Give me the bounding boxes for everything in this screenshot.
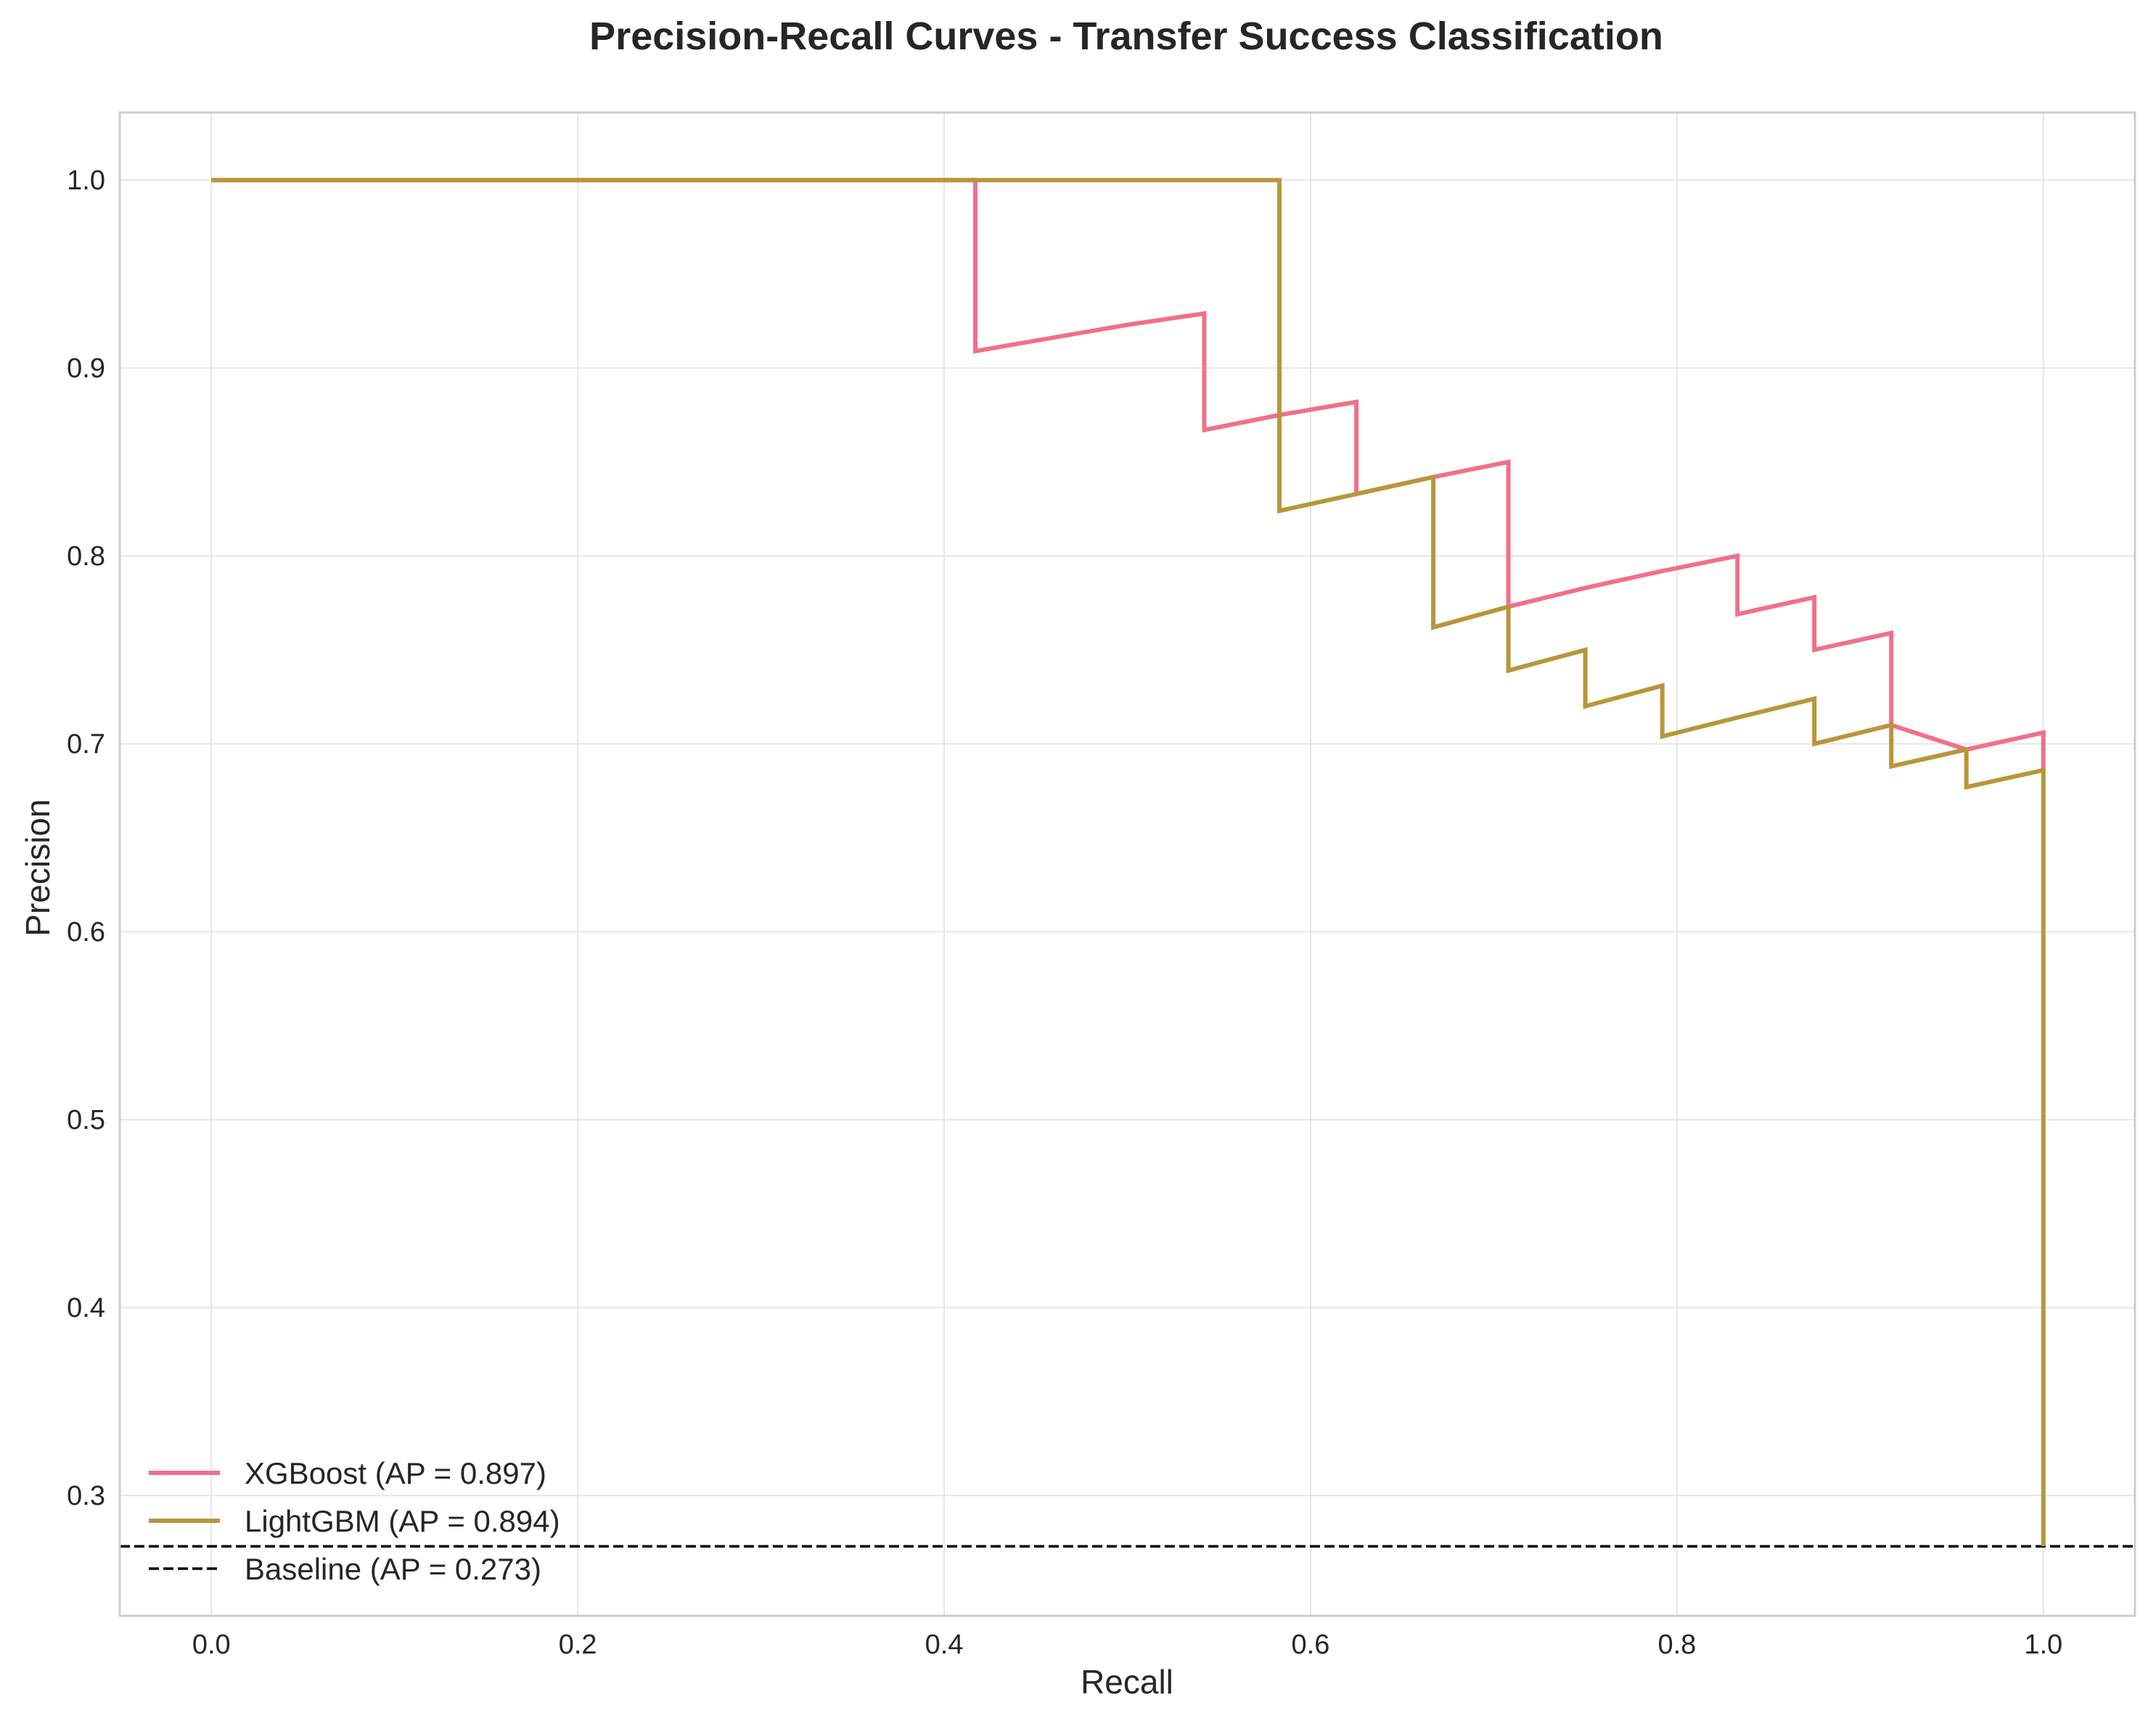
series-lines	[120, 178, 2135, 1548]
legend-label-baseline: Baseline (AP = 0.273)	[245, 1552, 541, 1586]
y-axis-label: Precision	[19, 799, 57, 936]
x-tick-label: 0.0	[192, 1630, 231, 1660]
y-tick-label: 0.3	[67, 1481, 105, 1511]
tick-labels: 0.0 0.2 0.4 0.6 0.8 1.0 0.3 0.4 0.5 0.6 0.7 0.8 0.9 1…	[67, 165, 2062, 1660]
x-tick-label: 0.6	[1292, 1630, 1330, 1660]
legend: XGBoost (AP = 0.897) LightGBM (AP = 0.894…	[149, 1456, 560, 1586]
x-tick-label: 0.8	[1657, 1630, 1696, 1660]
y-tick-label: 0.5	[67, 1105, 105, 1135]
legend-label-xgboost: XGBoost (AP = 0.897)	[245, 1456, 546, 1490]
y-tick-label: 0.8	[67, 541, 105, 572]
series-line-lightgbm	[211, 178, 2046, 1547]
plot-frame	[118, 111, 2136, 1617]
y-tick-label: 1.0	[67, 165, 105, 196]
x-tick-label: 0.2	[559, 1630, 597, 1660]
x-tick-label: 0.4	[925, 1630, 964, 1660]
y-tick-label: 0.4	[67, 1293, 105, 1323]
y-tick-label: 0.9	[67, 353, 105, 384]
x-axis-label: Recall	[1081, 1663, 1173, 1701]
y-tick-label: 0.6	[67, 917, 105, 948]
x-tick-label: 1.0	[2024, 1630, 2062, 1660]
y-tick-label: 0.7	[67, 729, 105, 760]
legend-label-lightgbm: LightGBM (AP = 0.894)	[245, 1504, 560, 1538]
chart-title: Precision-Recall Curves - Transfer Succe…	[589, 15, 1663, 58]
